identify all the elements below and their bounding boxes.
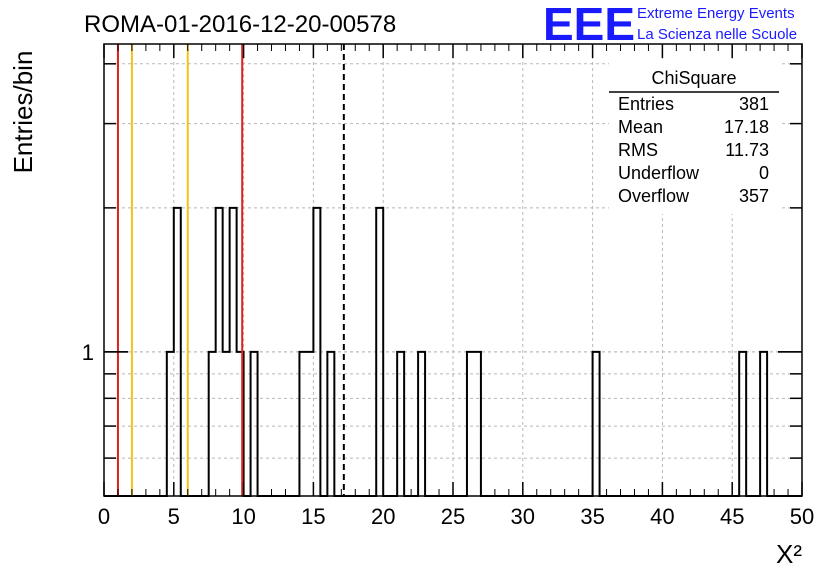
logo-line-2: La Scienza nelle Scuole: [637, 26, 797, 43]
stats-header: ChiSquare: [651, 68, 736, 88]
logo-mark: EEE: [543, 0, 635, 50]
reference-lines: [116, 44, 345, 496]
x-tick-label: 45: [720, 504, 744, 529]
chart-title: ROMA-01-2016-12-20-00578: [84, 11, 396, 38]
stats-label-underflow: Underflow: [618, 163, 700, 183]
x-tick-label: 35: [580, 504, 604, 529]
stats-value-mean: 17.18: [724, 117, 769, 137]
stats-label-rms: RMS: [618, 140, 658, 160]
axes: 0 5 10 15 20 25 30 35 40 45 50 1: [82, 43, 814, 529]
stats-box-bg: [609, 62, 779, 214]
stats-label-entries: Entries: [618, 94, 674, 114]
stats-box: ChiSquare Entries 381 Mean 17.18 RMS 11.…: [609, 62, 779, 214]
y-tick-label: 1: [82, 340, 94, 365]
stats-value-overflow: 357: [739, 186, 769, 206]
stats-value-entries: 381: [739, 94, 769, 114]
stats-value-underflow: 0: [759, 163, 769, 183]
stats-value-rms: 11.73: [725, 140, 769, 160]
x-tick-label: 15: [301, 504, 325, 529]
x-tick-label: 50: [790, 504, 814, 529]
stats-label-overflow: Overflow: [618, 186, 690, 206]
stats-label-mean: Mean: [618, 117, 663, 137]
x-tick-label: 40: [650, 504, 674, 529]
x-axis-title: X²: [776, 539, 802, 569]
x-tick-label: 25: [441, 504, 465, 529]
x-tick-label: 20: [371, 504, 395, 529]
eee-logo: EEE Extreme Energy Events La Scienza nel…: [543, 0, 797, 50]
x-tick-label: 0: [98, 504, 110, 529]
y-axis-title: Entries/bin: [8, 51, 38, 174]
x-tick-label: 5: [168, 504, 180, 529]
logo-line-1: Extreme Energy Events: [637, 5, 795, 22]
x-tick-label: 30: [511, 504, 535, 529]
x-tick-label: 10: [231, 504, 255, 529]
